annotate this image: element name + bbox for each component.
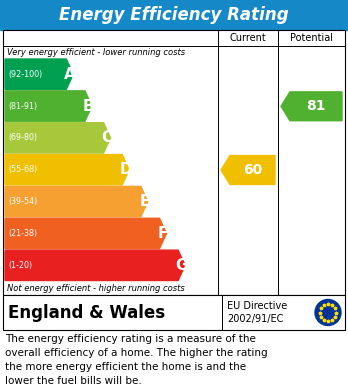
Text: (81-91): (81-91) xyxy=(8,102,37,111)
Polygon shape xyxy=(221,156,275,185)
Text: (55-68): (55-68) xyxy=(8,165,37,174)
Text: 81: 81 xyxy=(306,99,326,113)
Circle shape xyxy=(315,300,341,325)
Text: (1-20): (1-20) xyxy=(8,261,32,270)
Polygon shape xyxy=(5,91,92,121)
Text: E: E xyxy=(139,194,150,209)
Bar xyxy=(3,295,345,330)
Text: Very energy efficient - lower running costs: Very energy efficient - lower running co… xyxy=(7,48,185,57)
Bar xyxy=(3,30,345,295)
Text: The energy efficiency rating is a measure of the
overall efficiency of a home. T: The energy efficiency rating is a measur… xyxy=(5,334,268,386)
Text: Current: Current xyxy=(230,33,266,43)
Text: D: D xyxy=(119,162,132,177)
Bar xyxy=(0,0,348,30)
Text: (21-38): (21-38) xyxy=(8,229,37,238)
Text: (92-100): (92-100) xyxy=(8,70,42,79)
Text: Energy Efficiency Rating: Energy Efficiency Rating xyxy=(59,6,289,24)
Polygon shape xyxy=(5,218,166,249)
Polygon shape xyxy=(5,154,129,185)
Text: (39-54): (39-54) xyxy=(8,197,37,206)
Text: F: F xyxy=(158,226,168,241)
Text: G: G xyxy=(175,258,188,273)
Polygon shape xyxy=(5,123,111,153)
Text: A: A xyxy=(64,67,76,82)
Text: 60: 60 xyxy=(243,163,262,177)
Polygon shape xyxy=(5,250,185,280)
Text: (69-80): (69-80) xyxy=(8,133,37,142)
Text: B: B xyxy=(82,99,94,113)
Polygon shape xyxy=(5,59,73,90)
Text: C: C xyxy=(102,130,113,145)
Text: Potential: Potential xyxy=(290,33,333,43)
Text: England & Wales: England & Wales xyxy=(8,303,165,321)
Text: EU Directive
2002/91/EC: EU Directive 2002/91/EC xyxy=(227,301,287,324)
Text: Not energy efficient - higher running costs: Not energy efficient - higher running co… xyxy=(7,284,185,293)
Polygon shape xyxy=(281,92,342,121)
Polygon shape xyxy=(5,187,148,217)
